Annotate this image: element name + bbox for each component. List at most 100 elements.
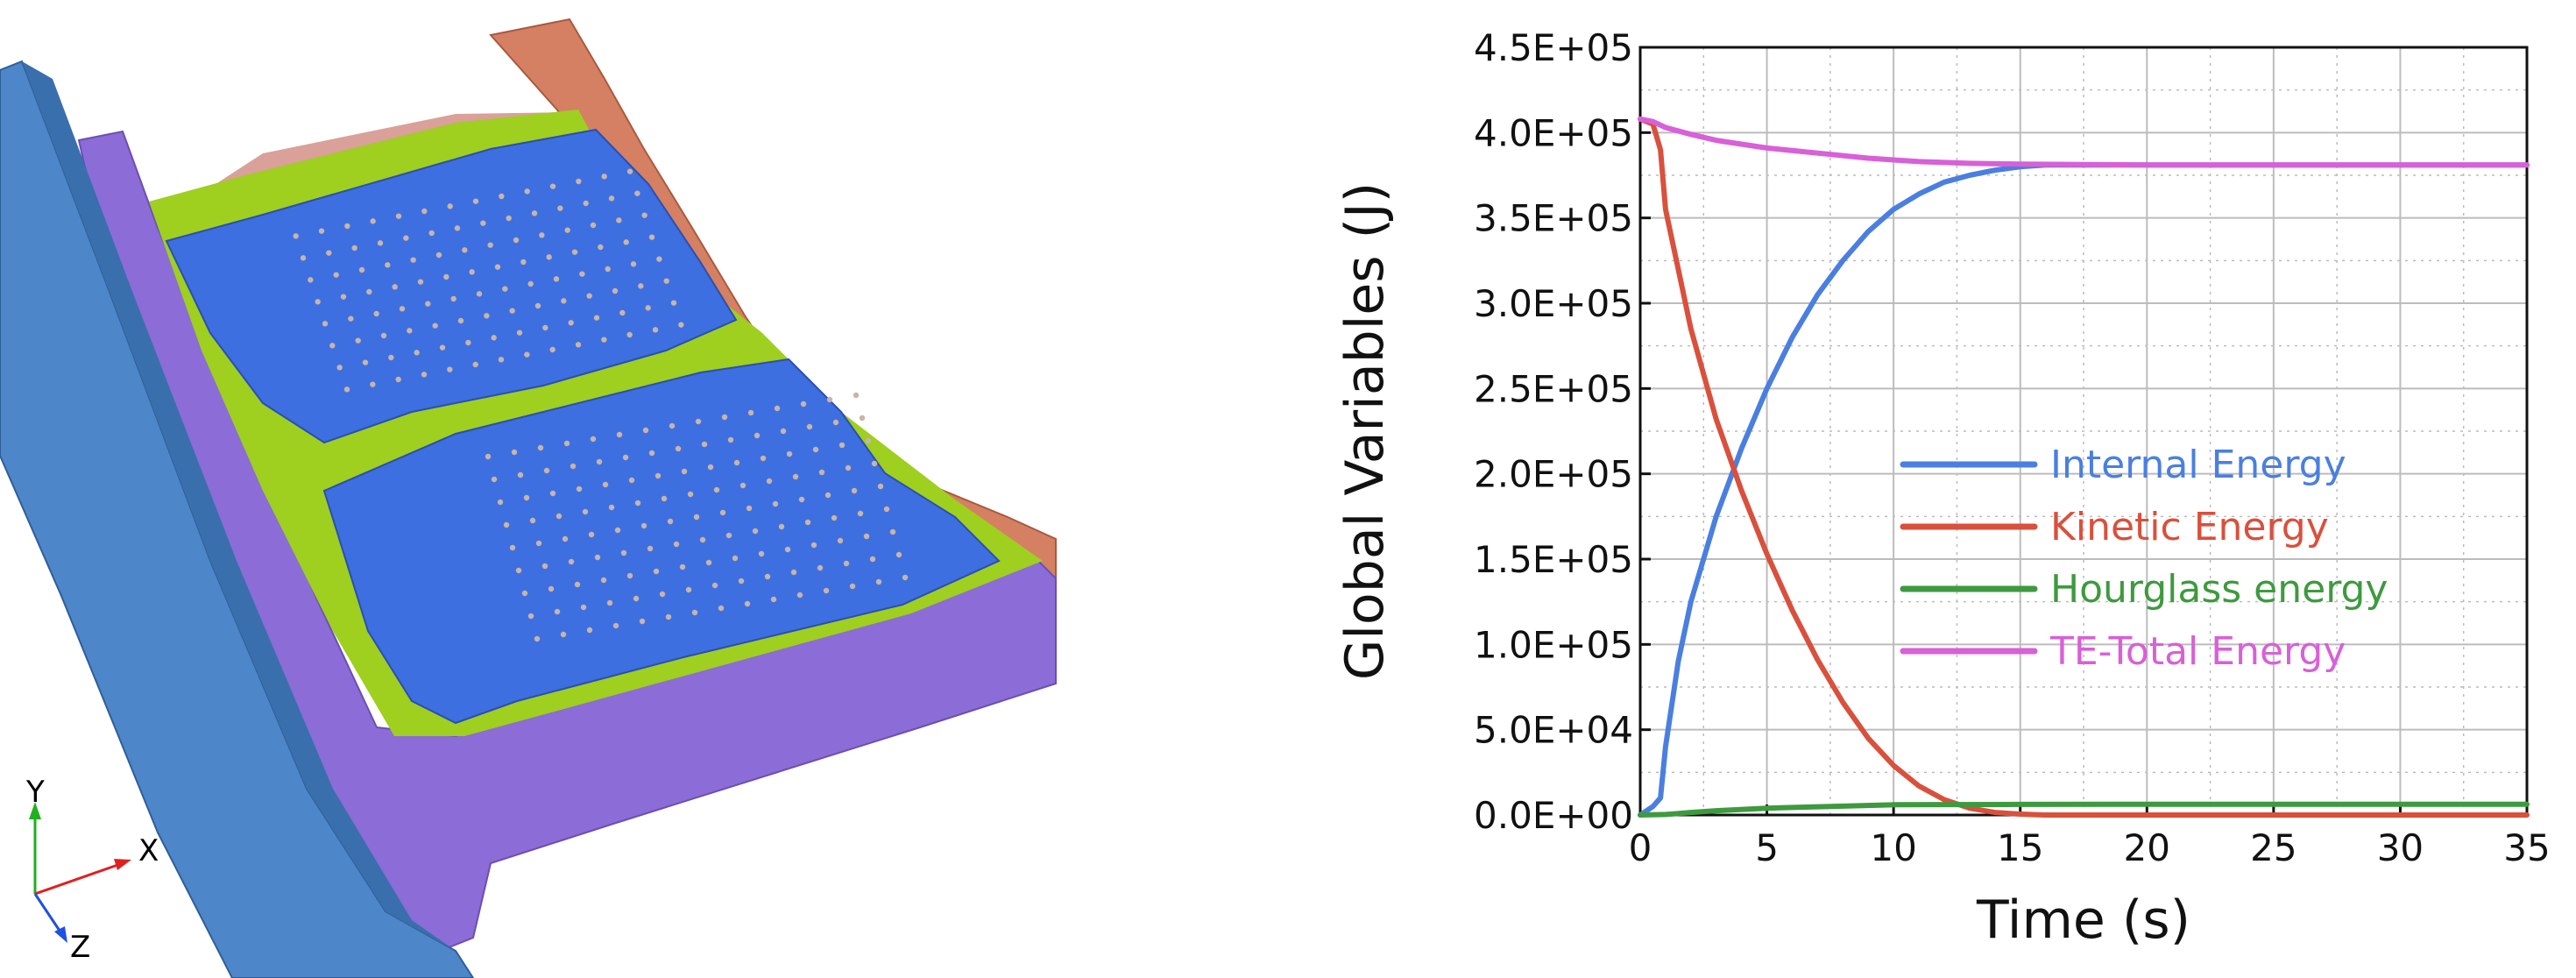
vent-dot [515,567,522,574]
vent-dot [472,361,478,368]
triad-x-label: X [138,833,159,868]
legend-label: Hourglass energy [2050,567,2388,612]
vent-dot [370,218,376,224]
vent-dot [300,255,307,261]
vent-dot [685,586,692,593]
vent-dot [549,346,556,353]
vent-dot [513,237,520,244]
vent-dot [586,627,593,634]
vent-dot [596,458,603,465]
vent-dot [758,550,765,557]
vent-dot [620,549,627,556]
vent-dot [665,613,672,620]
vent-dot [718,605,725,612]
y-tick-label: 0.0E+00 [1474,794,1633,837]
coordinate-triad: Y X Z [25,775,159,965]
vent-dot [727,436,734,443]
vent-dot [524,188,530,195]
vent-dot [421,208,428,215]
vent-dot [549,490,556,497]
vent-dot [711,582,718,589]
vent-dot [832,419,839,426]
vent-dot [568,558,575,565]
vent-dot [616,431,623,438]
vent-dot [796,592,803,599]
x-tick-label: 15 [1997,826,2043,869]
vent-dot [447,203,453,209]
vent-dot [491,476,498,483]
vent-dot [293,233,299,239]
vent-dot [421,372,428,378]
vent-dot [766,478,773,485]
vent-dot [804,519,811,526]
vent-dot [754,432,761,439]
vent-dot [583,200,589,207]
vent-dot [563,440,570,447]
vent-dot [639,618,646,625]
vent-dot [491,335,497,341]
vent-dot [634,190,640,196]
vent-dot [817,564,824,571]
vent-dot [760,455,767,462]
vent-dot [535,540,542,547]
vent-dot [329,343,336,349]
energy-chart: 0.0E+00 5.0E+04 1.0E+05 1.5E+05 2.0E+05 2.5E+… [1334,26,2551,951]
vent-dot [623,239,629,245]
vent-dot [818,469,825,476]
vent-dot [594,554,601,561]
vent-dot [524,351,530,358]
vent-dot [641,212,648,218]
vent-dot [560,631,567,638]
vent-dot [576,178,582,185]
vent-dot [859,415,866,422]
vent-dot [308,277,314,283]
vent-dot [798,496,805,503]
vent-dots [293,168,909,642]
x-tick-label: 20 [2124,826,2170,869]
vent-dot [605,266,611,273]
vent-dot [326,250,332,256]
vent-dot [598,244,604,251]
vent-dot [520,259,527,266]
legend-label: TE-Total Energy [2049,629,2346,674]
vent-dot [370,381,376,387]
vent-dot [385,262,391,268]
vent-dot [586,293,592,299]
vent-dot [786,450,793,457]
vent-dot [484,313,490,319]
vent-dot [425,301,431,307]
vent-dot [667,518,674,525]
vent-dot [590,222,597,229]
vent-dot [373,310,379,317]
vent-dot [403,235,409,241]
vent-dot [679,563,686,570]
vent-dot [432,322,438,329]
vent-dot [849,583,856,590]
vent-dot [770,596,777,603]
vent-dot [588,531,595,538]
vent-dot [336,365,343,371]
vent-dot [548,585,555,592]
series-line [1638,116,2530,818]
vent-dot [642,427,649,434]
vent-dot [790,569,797,576]
vent-dot [380,332,387,339]
vent-dot [557,205,563,211]
vent-dot [465,339,471,346]
vent-dot [778,523,785,530]
vent-dot [628,477,635,484]
vent-dot [653,568,660,575]
vent-dot [721,414,728,421]
vent-dot [626,168,633,174]
vent-dot [527,280,534,287]
vent-dot [542,324,548,331]
vent-dot [498,357,505,363]
vent-dot [392,284,398,290]
vent-dot [333,272,339,278]
vent-dot [568,320,574,326]
vent-dot [509,544,516,551]
vent-dot [450,295,456,302]
vent-dot [395,376,401,383]
vent-dot [543,467,550,474]
vent-dot [871,460,878,467]
